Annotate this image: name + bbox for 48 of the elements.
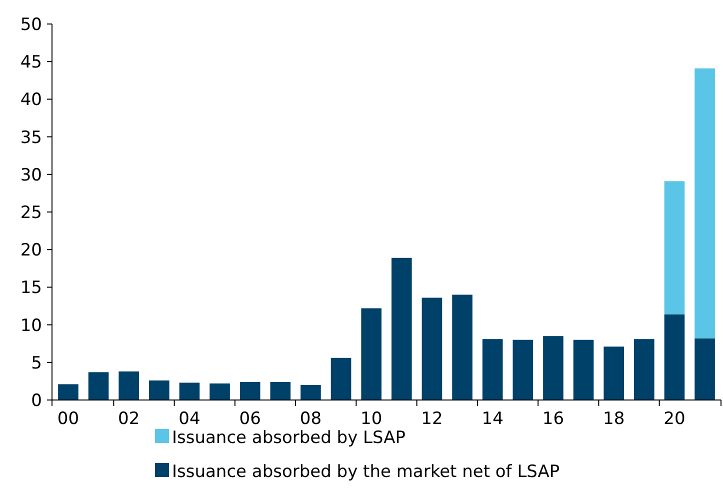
bar xyxy=(270,382,291,400)
bar xyxy=(634,339,654,400)
x-tick-label: 02 xyxy=(118,409,140,429)
x-tick-label: 10 xyxy=(360,409,382,429)
y-tick-label: 25 xyxy=(20,202,42,223)
x-tick-label: 12 xyxy=(421,409,443,429)
y-tick-label: 45 xyxy=(20,52,42,73)
x-tick-label: 20 xyxy=(664,409,686,429)
bar xyxy=(422,298,442,400)
bar xyxy=(330,358,352,400)
y-tick-label: 50 xyxy=(20,14,42,35)
x-tick-label: 04 xyxy=(178,409,200,429)
bar xyxy=(88,372,109,400)
bar xyxy=(149,380,170,400)
bar xyxy=(694,68,715,338)
bar xyxy=(512,340,534,400)
bar xyxy=(543,336,564,400)
bar xyxy=(664,181,685,314)
legend-label: Issuance absorbed by the market net of LSAP xyxy=(172,462,560,482)
bar xyxy=(240,382,260,400)
bar xyxy=(58,384,78,400)
bar xyxy=(210,383,230,400)
bar xyxy=(392,258,412,400)
legend-label: Issuance absorbed by LSAP xyxy=(172,428,406,448)
x-tick-label: 08 xyxy=(300,409,322,429)
x-tick-label: 16 xyxy=(542,409,564,429)
y-tick-label: 30 xyxy=(20,165,42,186)
y-tick-label: 20 xyxy=(20,240,42,261)
y-tick-label: 15 xyxy=(20,278,42,298)
y-tick-label: 35 xyxy=(20,128,42,148)
x-tick-label: 06 xyxy=(239,409,261,429)
bar xyxy=(482,339,503,400)
y-tick-label: 0 xyxy=(31,390,42,411)
x-tick-label: 18 xyxy=(603,409,625,429)
bar xyxy=(573,340,594,400)
y-tick-label: 5 xyxy=(31,353,42,374)
y-tick-label: 40 xyxy=(20,90,42,110)
x-tick-label: 00 xyxy=(57,409,80,429)
y-tick-label: 10 xyxy=(20,316,42,336)
bar xyxy=(452,294,472,400)
x-tick-label: 14 xyxy=(482,409,504,429)
bar xyxy=(361,308,382,400)
bar xyxy=(179,382,200,400)
bar xyxy=(118,371,139,400)
bar xyxy=(664,314,685,400)
bar xyxy=(300,384,321,400)
bar xyxy=(694,338,715,400)
bar xyxy=(604,346,624,400)
